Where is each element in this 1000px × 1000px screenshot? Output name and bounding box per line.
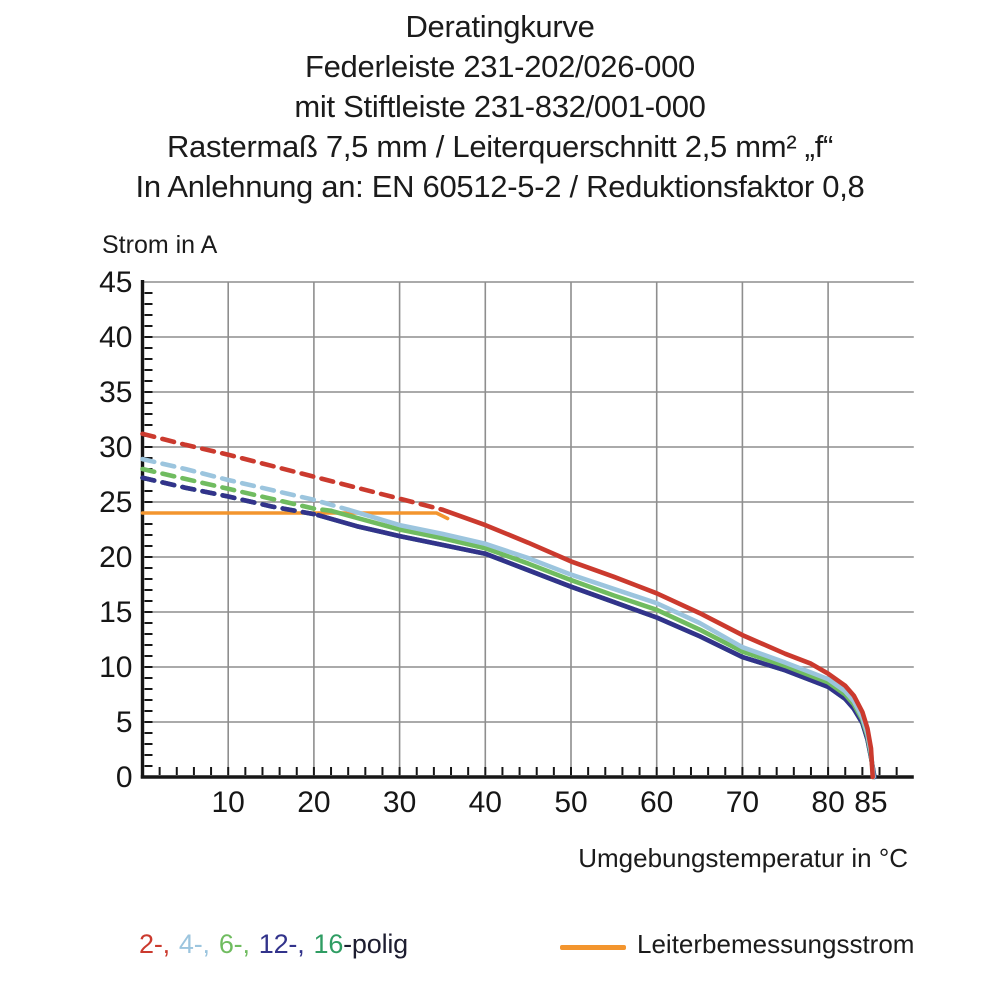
svg-text:80: 80 <box>811 786 844 819</box>
rated-current-label: Leiterbemessungsstrom <box>637 929 915 959</box>
svg-text:5: 5 <box>116 706 133 739</box>
legend-16-polig: 16 <box>313 929 344 959</box>
legend-2-polig: 2-, <box>139 929 170 959</box>
svg-text:60: 60 <box>640 786 673 819</box>
title-line-3: mit Stiftleiste 231-832/001-000 <box>294 89 706 124</box>
chart-title-block: Deratingkurve Federleiste 231-202/026-00… <box>0 7 1000 207</box>
title-line-1: Deratingkurve <box>405 9 595 44</box>
svg-text:25: 25 <box>99 486 132 519</box>
svg-text:10: 10 <box>212 786 245 819</box>
svg-text:30: 30 <box>383 786 416 819</box>
gridlines <box>142 281 914 777</box>
svg-text:0: 0 <box>116 761 133 794</box>
x-axis-label: Umgebungstemperatur in °C <box>578 843 908 873</box>
legend-pole-counts: 2-, 4-, 6-, 12-, 16-polig <box>139 929 408 960</box>
x-tick-labels: 10 20 30 40 50 60 70 80 85 <box>212 786 888 819</box>
svg-text:20: 20 <box>99 541 132 574</box>
y-minor-ticks <box>144 292 153 767</box>
rated-current-line-sample <box>560 945 626 950</box>
svg-text:85: 85 <box>854 786 887 819</box>
series-curves <box>140 431 877 780</box>
svg-text:45: 45 <box>99 266 132 299</box>
svg-text:30: 30 <box>99 431 132 464</box>
svg-text:35: 35 <box>99 376 132 409</box>
svg-text:20: 20 <box>297 786 330 819</box>
axes <box>140 280 914 779</box>
y-tick-labels: 0 5 10 15 20 25 30 35 40 45 <box>99 266 132 794</box>
title-line-4: Rastermaß 7,5 mm / Leiterquerschnitt 2,5… <box>166 129 834 164</box>
y-axis-label: Strom in A <box>102 231 218 259</box>
legend-polig-suffix: -polig <box>343 929 408 959</box>
legend-6-polig: 6-, <box>218 929 250 959</box>
title-line-5: In Anlehnung an: EN 60512-5-2 / Reduktio… <box>135 169 865 204</box>
x-minor-ticks <box>158 767 898 775</box>
title-line-2: Federleiste 231-202/026-000 <box>304 49 695 84</box>
svg-text:50: 50 <box>554 786 587 819</box>
legend-4-polig: 4-, <box>178 929 210 959</box>
svg-text:40: 40 <box>469 786 502 819</box>
svg-text:70: 70 <box>726 786 759 819</box>
svg-text:10: 10 <box>99 651 132 684</box>
svg-text:40: 40 <box>99 321 132 354</box>
legend-12-polig: 12-, <box>258 929 305 959</box>
svg-text:15: 15 <box>99 596 132 629</box>
